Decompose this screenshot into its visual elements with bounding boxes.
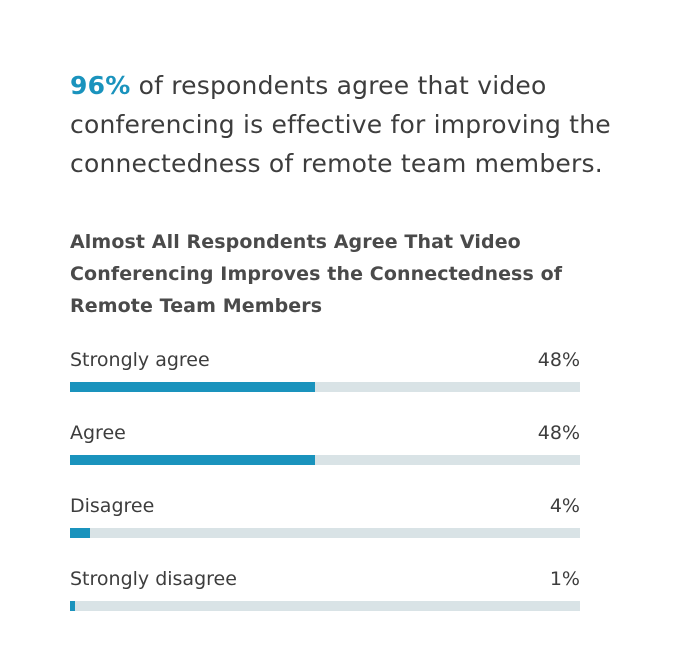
bar-fill-strongly-disagree — [70, 601, 76, 611]
category-label: Agree — [70, 422, 126, 444]
bar-track — [70, 382, 580, 392]
bar-row-disagree: Disagree 4% — [70, 478, 580, 551]
value-label: 48% — [537, 349, 580, 371]
category-label: Strongly agree — [70, 349, 210, 371]
headline-highlight: 96% — [70, 71, 131, 100]
chart-title: Almost All Respondents Agree That Video … — [70, 231, 563, 317]
bar-row-strongly-agree: Strongly agree 48% — [70, 332, 580, 405]
value-label: 4% — [549, 495, 580, 517]
bar-row-strongly-disagree: Strongly disagree 1% — [70, 551, 580, 624]
value-label: 1% — [549, 568, 580, 590]
bar-fill-agree — [70, 455, 315, 465]
category-label: Strongly disagree — [70, 568, 237, 590]
bar-track — [70, 455, 580, 465]
value-label: 48% — [537, 422, 580, 444]
bar-track — [70, 601, 580, 611]
headline: 96% of respondents agree that video conf… — [70, 66, 630, 183]
category-label: Disagree — [70, 495, 155, 517]
bar-fill-disagree — [70, 528, 91, 538]
bar-fill-strongly-agree — [70, 382, 315, 392]
headline-text: of respondents agree that video conferen… — [70, 71, 611, 178]
bar-row-agree: Agree 48% — [70, 405, 580, 478]
bar-track — [70, 528, 580, 538]
bar-chart: Almost All Respondents Agree That Video … — [70, 226, 650, 624]
chart-rows: Strongly agree 48% Agree 48% Disagree 4% Stron… — [70, 332, 580, 624]
